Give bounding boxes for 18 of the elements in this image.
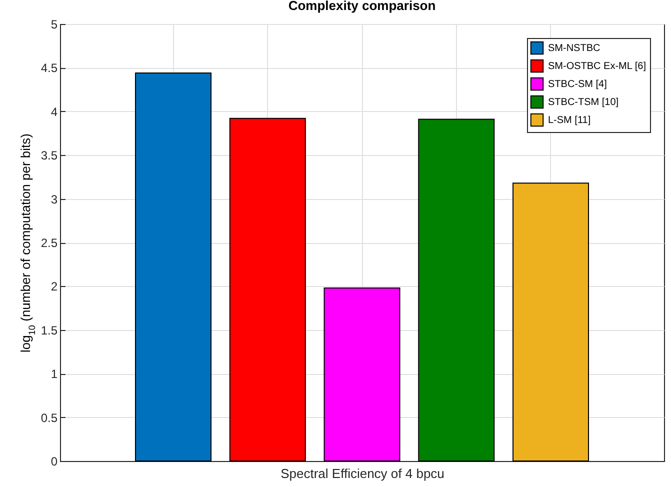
y-tick-label: 1	[50, 367, 58, 382]
y-tick-label: 4.5	[40, 61, 58, 76]
y-tick-label: 4	[50, 104, 58, 119]
y-tick-label: 3.5	[40, 148, 58, 163]
legend-label: L-SM [11]	[548, 115, 591, 126]
legend-label: SM-OSTBC Ex-ML [6]	[548, 61, 646, 72]
y-tick-label: 0	[50, 454, 58, 468]
y-tick-label: 5	[50, 18, 58, 32]
y-tick-label: 2.5	[40, 236, 58, 250]
y-tick-label: 2	[50, 280, 58, 294]
y-tick-label: 0.5	[40, 410, 58, 425]
legend-label: STBC-SM [4]	[548, 79, 608, 90]
x-axis-title: Spectral Efficiency of 4 bpcu	[280, 466, 444, 481]
legend-label: SM-NSTBC	[548, 43, 600, 54]
legend-label: STBC-TSM [10]	[548, 97, 619, 108]
y-tick-label: 1.5	[40, 323, 58, 338]
y-tick-label: 3	[50, 192, 58, 206]
chart-title: Complexity comparison	[288, 0, 436, 13]
